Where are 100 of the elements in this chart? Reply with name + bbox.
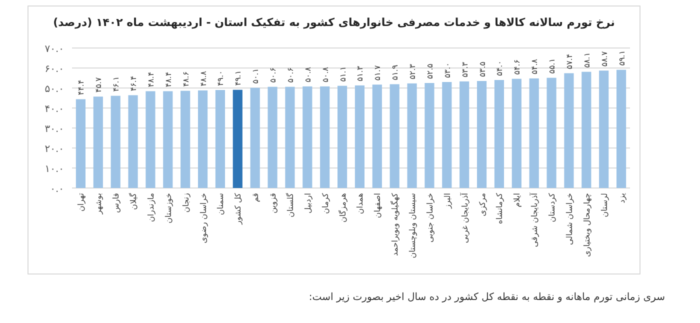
x-tick-label: کل کشور [234,192,243,226]
text: سری زمانی تورم ماهانه و نقطه به نقطه کل کشور در ده سال اخیر بصورت زیر است: [308,292,665,303]
x-tick-label: گیلان [128,192,138,210]
x-tick-label: مازندران [146,193,156,222]
bar [424,83,434,188]
data-label: ۵۳.۵ [478,62,487,77]
x-tick-label: اصفهان [373,193,382,218]
x-tick-label: آذربایجان شرقی [529,192,540,248]
bar [460,81,470,188]
chart-title: نرخ تورم سالانه کالاها و خدمات مصرفی خانوارهای کشور به تفکیک استان - اردیبهشت ماه ۱۴۰۲ (درصد) [53,16,615,29]
bar [232,90,242,188]
x-tick-label: هرمزگان [337,193,348,222]
bar [163,91,173,188]
y-tick-label: ۱۰.۰ [44,164,64,175]
x-tick-label: زنجان [181,192,190,213]
y-tick-label: ۲۰.۰ [44,144,64,155]
data-label: ۴۸.۴ [164,72,173,88]
bar [476,81,487,188]
bar [337,86,348,188]
bar [302,86,312,188]
data-label: ۵۰.۸ [320,66,330,82]
x-tick-label: اردبیل [303,193,312,214]
x-tick-label: بوشهر [94,193,104,216]
data-label: ۴۸.۶ [181,71,190,87]
bar [180,90,190,188]
data-label: ۵۸.۷ [600,50,609,67]
data-label: ۴۵.۷ [94,76,104,93]
y-tick-label: ۵۰.۰ [44,84,64,95]
bar [407,83,417,188]
data-label: ۴۹.۰ [216,70,226,86]
data-label: ۵۰.۶ [286,67,295,83]
x-tick-label: خوزستان [164,192,173,224]
data-label: ۴۶.۴ [129,76,138,92]
x-tick-label: کرمانشاه [495,192,504,224]
x-tick-label: خراسان جنوبی [425,192,434,243]
bar [285,86,295,188]
x-tick-label: سمنان [216,192,226,216]
x-tick-label: البرز [442,193,452,210]
data-label: ۵۰.۶ [268,67,278,83]
bar [372,84,382,188]
x-tick-label: ایلام [512,193,522,208]
bar [529,78,539,188]
data-label: ۵۱.۱ [338,66,348,82]
bar [76,99,86,188]
x-tick-label: فارس [112,192,121,213]
bar [390,84,400,188]
bar [546,78,556,188]
x-tick-label: تهران [76,193,86,212]
bar [599,70,609,188]
bar [320,86,330,188]
x-tick-label: قزوین [268,192,278,214]
bar [93,96,103,188]
x-tick-label: خراسان رضوی [198,192,208,244]
data-label: ۴۶.۱ [112,76,121,92]
data-label: ۵۸.۱ [582,52,592,68]
data-label: ۵۳.۰ [442,62,452,78]
data-label: ۵۵.۱ [548,58,557,74]
data-label: ۴۹.۱ [234,70,243,86]
bar [215,90,226,188]
y-tick-label: ۴۰.۰ [44,104,64,115]
y-tick-label: ۷۰.۰ [44,44,64,55]
bar [128,95,138,188]
data-label: ۵۰.۱ [251,68,260,84]
data-label: ۵۷.۴ [564,54,574,70]
bar [564,73,574,188]
bar [110,96,120,188]
x-tick-label: گلستان [284,192,295,218]
bar [198,90,208,188]
bar [616,70,626,188]
x-tick-label: یزد [617,193,626,204]
x-tick-label: سیستان وبلوچستان [408,192,418,258]
data-label: ۵۲.۳ [408,63,418,80]
data-label: ۵۴.۰ [495,60,504,76]
x-tick-label: خراسان شمالی [564,192,574,246]
data-label: ۵۱.۳ [356,65,365,82]
x-tick-label: آذربایجان غربی [459,192,470,244]
bar [354,85,365,188]
bar [494,80,504,188]
bar [442,82,452,188]
data-label: ۵۱.۹ [390,64,400,80]
data-label: ۵۲.۵ [425,64,434,79]
bar [512,78,522,188]
x-tick-label: قم [251,192,260,202]
bar [268,86,278,188]
data-label: ۴۴.۴ [76,80,86,96]
data-label: ۵۳.۳ [460,61,470,78]
data-label: ۵۹.۱ [617,50,626,66]
y-tick-label: ۰.۰ [50,184,64,195]
x-tick-label: کرمان [320,192,330,214]
bar [582,72,592,188]
bar [146,91,156,188]
x-tick-label: چهارمحال وبختیاری [582,192,592,257]
data-label: ۴۸.۸ [198,70,208,86]
y-tick-label: ۶۰.۰ [44,64,64,75]
data-label: ۴۸.۴ [146,72,156,88]
data-label: ۵۰.۸ [303,66,312,82]
x-tick-label: لرستان [600,193,609,218]
data-label: ۵۱.۷ [373,64,382,81]
x-tick-label: کهگیلویه وبویراحمد [390,192,400,256]
data-label: ۵۴.۶ [512,59,522,75]
